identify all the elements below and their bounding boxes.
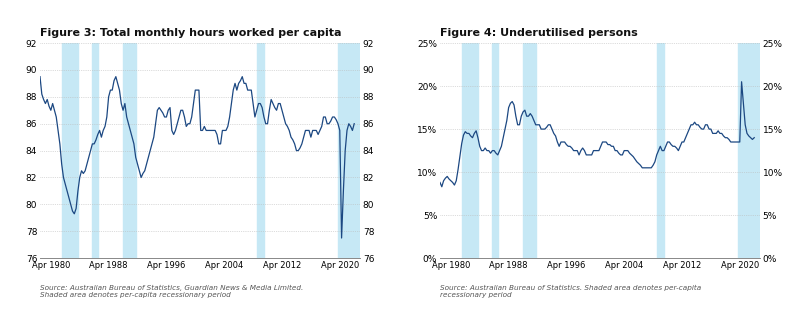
Bar bbox=[492, 43, 498, 258]
Bar bbox=[738, 43, 760, 258]
Bar bbox=[257, 43, 264, 258]
Bar bbox=[92, 43, 98, 258]
Bar bbox=[62, 43, 78, 258]
Bar bbox=[338, 43, 360, 258]
Text: Figure 3: Total monthly hours worked per capita: Figure 3: Total monthly hours worked per… bbox=[40, 28, 342, 38]
Text: Source: Australian Bureau of Statistics. Shaded area denotes per-capita
recessio: Source: Australian Bureau of Statistics.… bbox=[440, 285, 702, 298]
Text: Figure 4: Underutilised persons: Figure 4: Underutilised persons bbox=[440, 28, 638, 38]
Bar bbox=[462, 43, 478, 258]
Text: Source: Australian Bureau of Statistics, Guardian News & Media Limited.
Shaded a: Source: Australian Bureau of Statistics,… bbox=[40, 285, 303, 298]
Bar bbox=[123, 43, 136, 258]
Bar bbox=[523, 43, 536, 258]
Bar bbox=[657, 43, 664, 258]
